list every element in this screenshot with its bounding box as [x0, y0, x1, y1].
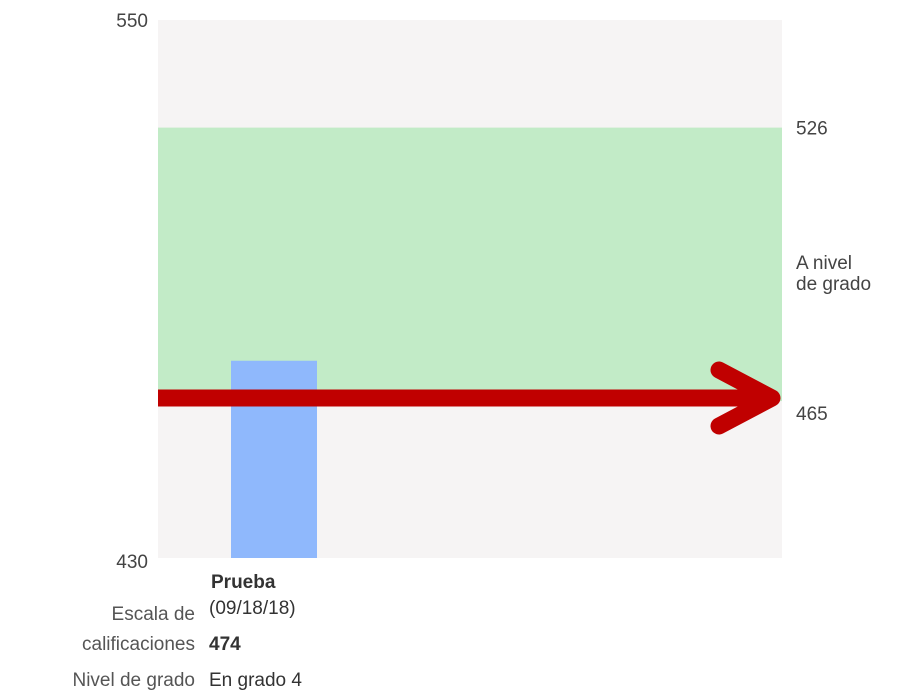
band-top-tick: 526 [796, 119, 828, 140]
arrow-annotation [158, 361, 781, 435]
scale-label-line2: calificaciones [82, 634, 195, 655]
y-tick-bottom: 430 [116, 552, 148, 573]
band-label-line1: A nivel [796, 253, 852, 274]
band-bottom-tick: 465 [796, 404, 828, 425]
level-value: En grado 4 [209, 670, 302, 691]
level-label: Nivel de grado [72, 670, 195, 691]
grade-level-band [158, 127, 782, 402]
test-name: Prueba [211, 572, 276, 593]
test-date: (09/18/18) [209, 598, 296, 619]
arrow-head [710, 361, 781, 435]
band-label-line2: de grado [796, 274, 871, 295]
scale-label-line1: Escala de [111, 604, 195, 625]
y-tick-top: 550 [116, 11, 148, 32]
scale-value: 474 [209, 634, 241, 655]
